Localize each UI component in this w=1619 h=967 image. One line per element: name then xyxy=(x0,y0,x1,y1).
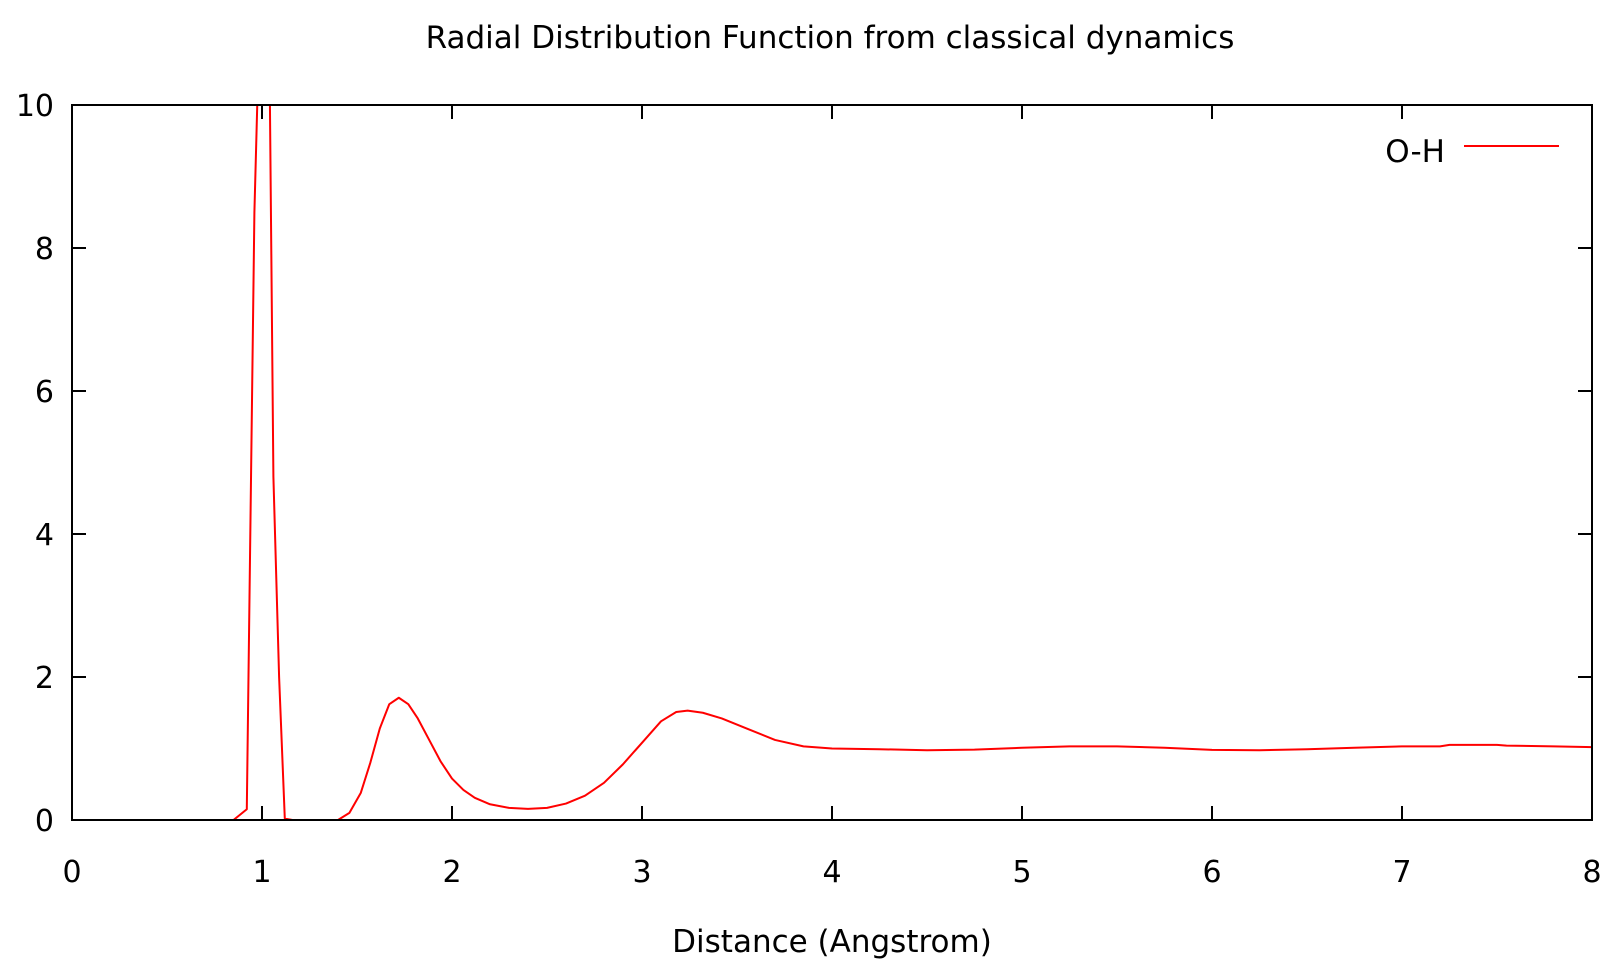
x-tick-label: 3 xyxy=(632,855,651,890)
y-tick-label: 0 xyxy=(35,804,54,839)
series-line-o-h xyxy=(72,105,1592,820)
y-tick-label: 6 xyxy=(35,375,54,410)
chart-title: Radial Distribution Function from classi… xyxy=(426,20,1235,56)
x-tick-label: 0 xyxy=(62,855,81,890)
y-tick-label: 8 xyxy=(35,232,54,267)
y-tick-label: 4 xyxy=(35,518,54,553)
x-axis-label: Distance (Angstrom) xyxy=(672,924,992,960)
legend-label-o-h: O-H xyxy=(1385,134,1445,170)
x-tick-label: 2 xyxy=(442,855,461,890)
plot-frame xyxy=(71,104,1593,821)
x-tick-label: 4 xyxy=(822,855,841,890)
y-tick-label: 10 xyxy=(16,89,54,124)
series-layer xyxy=(72,105,1592,820)
legend: O-H xyxy=(1385,134,1559,170)
y-tick-label: 2 xyxy=(35,661,54,696)
x-tick-label: 8 xyxy=(1582,855,1601,890)
x-tick-label: 1 xyxy=(252,855,271,890)
x-tick-label: 5 xyxy=(1012,855,1031,890)
ticks-layer: 0 1 2 3 4 5 6 7 8 0 2 4 6 8 10 xyxy=(16,89,1602,890)
x-tick-label: 6 xyxy=(1202,855,1221,890)
x-tick-label: 7 xyxy=(1392,855,1411,890)
